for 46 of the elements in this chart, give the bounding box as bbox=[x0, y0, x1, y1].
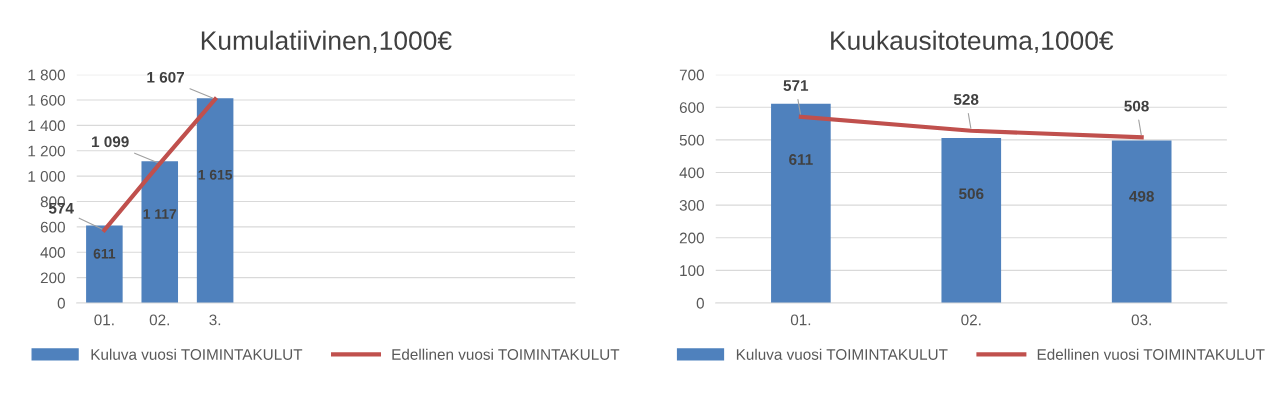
legend-label: Kuluva vuosi TOIMINTAKULUT bbox=[91, 348, 303, 360]
bar bbox=[196, 98, 234, 303]
data-label: 1 607 bbox=[147, 71, 184, 83]
x-tick-label: 02. bbox=[961, 314, 981, 326]
y-tick-label: 1 800 bbox=[28, 69, 65, 81]
data-label: 508 bbox=[1124, 100, 1149, 112]
y-tick-label: 700 bbox=[679, 69, 704, 81]
data-label: 1 615 bbox=[198, 169, 233, 180]
y-tick-label: 200 bbox=[40, 272, 65, 284]
legend-label: Edellinen vuosi TOIMINTAKULUT bbox=[1037, 348, 1265, 360]
data-label: 571 bbox=[783, 80, 809, 91]
x-tick-label: 01. bbox=[94, 314, 114, 326]
bar bbox=[86, 225, 123, 303]
y-tick-label: 1 000 bbox=[28, 171, 65, 182]
y-tick-label: 400 bbox=[679, 167, 704, 179]
y-tick-label: 400 bbox=[40, 247, 65, 258]
data-label: 528 bbox=[953, 94, 979, 105]
y-tick-label: 1 200 bbox=[28, 145, 65, 157]
data-label: 506 bbox=[959, 188, 984, 200]
chart-title: Kumulatiivinen,1000€ bbox=[201, 30, 452, 54]
x-tick-label: 03. bbox=[1131, 314, 1151, 326]
legend-label: Kuluva vuosi TOIMINTAKULUT bbox=[736, 348, 948, 360]
data-label: 1 099 bbox=[92, 136, 129, 148]
bar bbox=[771, 103, 831, 303]
chart-title: Kuukausitoteuma,1000€ bbox=[831, 30, 1114, 54]
bar bbox=[941, 137, 1002, 303]
y-tick-label: 0 bbox=[57, 297, 65, 309]
x-tick-label: 01. bbox=[790, 314, 811, 326]
y-tick-label: 500 bbox=[679, 134, 704, 146]
data-label: 611 bbox=[93, 248, 116, 259]
bar bbox=[1111, 140, 1172, 303]
data-label: 1 117 bbox=[143, 209, 177, 219]
y-tick-label: 1 400 bbox=[28, 120, 65, 132]
y-tick-label: 0 bbox=[696, 297, 704, 309]
y-tick-label: 200 bbox=[679, 232, 704, 244]
bar bbox=[141, 161, 179, 303]
y-tick-label: 100 bbox=[680, 265, 704, 277]
x-tick-label: 02. bbox=[149, 314, 169, 326]
data-label: 611 bbox=[789, 154, 813, 165]
y-tick-label: 300 bbox=[679, 200, 704, 211]
data-label: 498 bbox=[1129, 190, 1154, 202]
y-tick-label: 1 600 bbox=[28, 94, 65, 106]
x-tick-label: 3. bbox=[209, 314, 221, 326]
legend-label: Edellinen vuosi TOIMINTAKULUT bbox=[392, 348, 620, 360]
y-tick-label: 600 bbox=[679, 102, 704, 113]
y-tick-label: 600 bbox=[40, 221, 65, 233]
